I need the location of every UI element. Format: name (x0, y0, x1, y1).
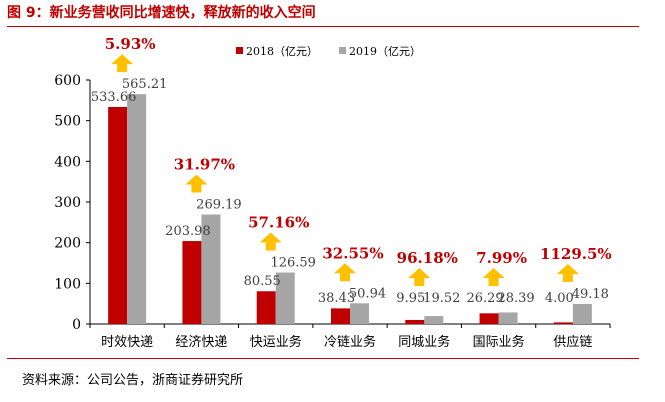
value-label-2018: 26.29 (466, 291, 503, 306)
growth-rate-label: 1129.5% (540, 245, 612, 263)
growth-arrow-icon (556, 264, 579, 283)
legend-swatch-2018 (236, 47, 243, 54)
y-tick-label: 300 (54, 195, 81, 211)
x-tick-label: 经济快递 (175, 335, 227, 350)
title-divider (7, 26, 639, 27)
bar-2018 (405, 319, 425, 324)
bar-2019 (275, 272, 295, 324)
y-tick-label: 100 (54, 276, 81, 292)
growth-arrow-icon (334, 263, 356, 282)
value-label-2019: 269.19 (196, 198, 242, 213)
bar-2018 (108, 106, 128, 324)
bar-2019 (572, 304, 592, 324)
value-label-2019: 50.94 (349, 286, 386, 301)
growth-arrows: 5.93% 31.97% 57.16% 32.55% 96.18% 7.99% 1129.5… (105, 35, 612, 286)
value-label-2019: 19.52 (423, 291, 460, 306)
y-tick-label: 0 (72, 317, 81, 333)
bar-2019 (127, 94, 147, 324)
y-tick-label: 600 (54, 73, 81, 89)
value-label-2019: 126.59 (270, 256, 316, 271)
bar-2019 (498, 312, 518, 324)
growth-arrow-icon (259, 232, 282, 251)
x-tick-label: 同城业务 (398, 334, 450, 350)
x-tick-label: 国际业务 (473, 334, 525, 350)
value-label-2018: 203.98 (165, 224, 211, 239)
growth-rate-label: 32.55% (322, 244, 383, 262)
chart-bars (108, 94, 592, 324)
x-tick-label: 快运业务 (250, 334, 302, 350)
bar-2018 (479, 313, 499, 324)
value-label-2018: 80.55 (244, 274, 281, 289)
bar-2018 (182, 241, 202, 324)
growth-arrow-icon (185, 174, 208, 193)
growth-rate-label: 31.97% (174, 156, 235, 174)
value-label-2019: 49.18 (572, 287, 609, 302)
value-label-2018: 4.00 (545, 291, 574, 306)
bar-2019 (424, 316, 444, 324)
legend-label-2018: 2018（亿元） (246, 45, 318, 58)
source-divider (7, 358, 639, 359)
y-tick-label: 200 (54, 236, 81, 252)
value-label-2018: 533.66 (91, 90, 137, 105)
source-note: 资料来源：公司公告，浙商证券研究所 (22, 373, 244, 388)
bar-2018 (331, 308, 350, 324)
bar-2019 (201, 214, 221, 324)
y-tick-label: 400 (54, 154, 81, 170)
value-label-2018: 38.43 (318, 291, 355, 306)
growth-rate-label: 7.99% (476, 249, 527, 267)
growth-rate-label: 57.16% (248, 214, 309, 232)
value-label-2018: 9.95 (396, 291, 425, 306)
x-tick-label: 供应链 (553, 334, 592, 350)
growth-arrow-icon (482, 268, 505, 286)
bar-2018 (256, 291, 276, 324)
growth-arrow-icon (111, 54, 134, 73)
value-label-2019: 565.21 (122, 77, 168, 92)
chart-legend: 2018（亿元） 2019（亿元） (236, 45, 421, 58)
growth-rate-label: 5.93% (105, 35, 156, 53)
legend-label-2019: 2019（亿元） (349, 45, 421, 58)
bar-chart: 0 100 200 300 400 500 600 时效快递 经济快递 快运业务 冷链业务 同城业务 国… (54, 35, 612, 350)
bar-2018 (553, 322, 573, 324)
y-tick-label: 500 (54, 114, 81, 130)
bar-2019 (350, 303, 369, 324)
growth-arrow-icon (408, 268, 431, 286)
x-tick-label: 时效快递 (101, 335, 153, 350)
value-label-2019: 28.39 (497, 291, 534, 306)
figure-title: 图 9：新业务营收同比增速快，释放新的收入空间 (7, 5, 316, 21)
x-tick-label: 冷链业务 (324, 334, 376, 350)
growth-rate-label: 96.18% (397, 249, 458, 267)
chart-axes: 0 100 200 300 400 500 600 时效快递 经济快递 快运业务 冷链业务 同城业务 国… (54, 73, 611, 350)
legend-swatch-2019 (339, 47, 346, 54)
